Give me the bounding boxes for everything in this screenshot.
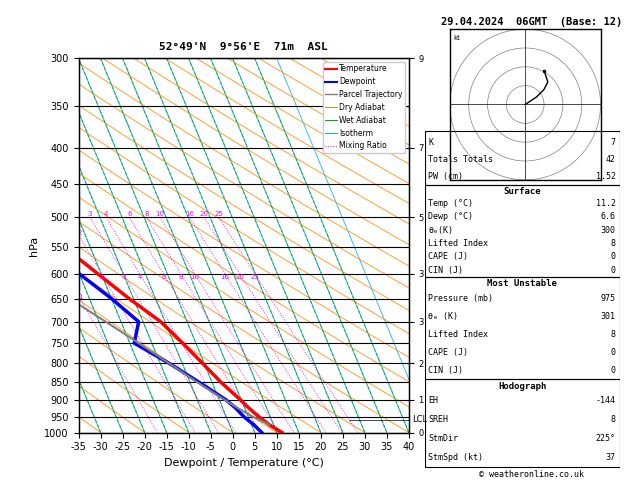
Text: -30: -30 [94, 433, 107, 442]
Text: 8: 8 [611, 415, 616, 424]
Y-axis label: hPa: hPa [29, 235, 39, 256]
Text: 6: 6 [161, 274, 165, 280]
Text: 10: 10 [155, 211, 164, 217]
Text: StmSpd (kt): StmSpd (kt) [428, 452, 484, 462]
Text: 20: 20 [316, 433, 326, 442]
Text: 20: 20 [199, 211, 208, 217]
Text: Most Unstable: Most Unstable [487, 279, 557, 289]
Y-axis label: km
ASL: km ASL [459, 58, 474, 78]
Text: Pressure (mb): Pressure (mb) [428, 294, 494, 303]
Text: 1.52: 1.52 [596, 172, 616, 181]
Text: 8: 8 [611, 330, 616, 339]
Text: kt: kt [454, 35, 460, 41]
Text: 300: 300 [601, 226, 616, 235]
Text: 15: 15 [294, 433, 304, 442]
Text: K: K [428, 138, 433, 147]
Legend: Temperature, Dewpoint, Parcel Trajectory, Dry Adiabat, Wet Adiabat, Isotherm, Mi: Temperature, Dewpoint, Parcel Trajectory… [323, 62, 405, 153]
Text: 7: 7 [611, 138, 616, 147]
Text: 16: 16 [220, 274, 230, 280]
Text: 37: 37 [606, 452, 616, 462]
Text: Temp (°C): Temp (°C) [428, 199, 474, 208]
X-axis label: Dewpoint / Temperature (°C): Dewpoint / Temperature (°C) [164, 458, 324, 468]
Text: -5: -5 [207, 433, 214, 442]
Text: 25: 25 [250, 274, 259, 280]
Bar [425, 185, 620, 277]
Text: Hodograph: Hodograph [498, 382, 546, 391]
Bar [425, 379, 620, 467]
Text: Surface: Surface [503, 187, 541, 196]
Text: 2: 2 [99, 274, 104, 280]
Text: 10: 10 [272, 433, 282, 442]
Text: Lifted Index: Lifted Index [428, 330, 489, 339]
Text: -144: -144 [596, 396, 616, 405]
Text: 0: 0 [230, 433, 235, 442]
Text: -10: -10 [182, 433, 195, 442]
Bar [425, 277, 620, 379]
Title: 52°49'N  9°56'E  71m  ASL: 52°49'N 9°56'E 71m ASL [159, 42, 328, 52]
Text: Dewp (°C): Dewp (°C) [428, 212, 474, 222]
Text: -15: -15 [160, 433, 173, 442]
Text: 5: 5 [252, 433, 257, 442]
Text: 3: 3 [121, 274, 126, 280]
Text: 16: 16 [185, 211, 194, 217]
Text: 29.04.2024  06GMT  (Base: 12): 29.04.2024 06GMT (Base: 12) [441, 17, 622, 27]
Text: 6: 6 [127, 211, 131, 217]
Text: CIN (J): CIN (J) [428, 365, 464, 375]
Text: 301: 301 [601, 312, 616, 321]
Text: 42: 42 [606, 155, 616, 164]
Text: Totals Totals: Totals Totals [428, 155, 494, 164]
Text: 2: 2 [77, 229, 81, 236]
Text: 8: 8 [611, 239, 616, 248]
Text: -20: -20 [138, 433, 151, 442]
Bar [425, 131, 620, 185]
Text: 225°: 225° [596, 434, 616, 443]
Text: 0: 0 [611, 266, 616, 275]
Text: © weatheronline.co.uk: © weatheronline.co.uk [479, 469, 584, 479]
Text: 10: 10 [190, 274, 199, 280]
Text: StmDir: StmDir [428, 434, 459, 443]
Text: 8: 8 [144, 211, 148, 217]
Text: EH: EH [428, 396, 438, 405]
Text: CAPE (J): CAPE (J) [428, 252, 469, 261]
Text: CAPE (J): CAPE (J) [428, 347, 469, 357]
Text: 30: 30 [360, 433, 370, 442]
Text: 35: 35 [382, 433, 392, 442]
Text: 8: 8 [179, 274, 183, 280]
Text: 20: 20 [235, 274, 244, 280]
Text: 1: 1 [79, 294, 83, 300]
Text: 6.6: 6.6 [601, 212, 616, 222]
Text: PW (cm): PW (cm) [428, 172, 464, 181]
Text: 4: 4 [138, 274, 142, 280]
Text: 975: 975 [601, 294, 616, 303]
Text: LCL: LCL [412, 416, 427, 424]
Text: 40: 40 [404, 433, 414, 442]
Text: θₑ(K): θₑ(K) [428, 226, 454, 235]
Text: 25: 25 [338, 433, 348, 442]
Text: 3: 3 [88, 211, 92, 217]
Text: -25: -25 [116, 433, 129, 442]
Text: θₑ (K): θₑ (K) [428, 312, 459, 321]
Text: Lifted Index: Lifted Index [428, 239, 489, 248]
Text: 0: 0 [611, 365, 616, 375]
Text: CIN (J): CIN (J) [428, 266, 464, 275]
Text: SREH: SREH [428, 415, 448, 424]
Text: -35: -35 [72, 433, 85, 442]
Text: 11.2: 11.2 [596, 199, 616, 208]
Text: 0: 0 [611, 347, 616, 357]
Text: 25: 25 [214, 211, 223, 217]
Text: 4: 4 [104, 211, 108, 217]
Text: 0: 0 [611, 252, 616, 261]
